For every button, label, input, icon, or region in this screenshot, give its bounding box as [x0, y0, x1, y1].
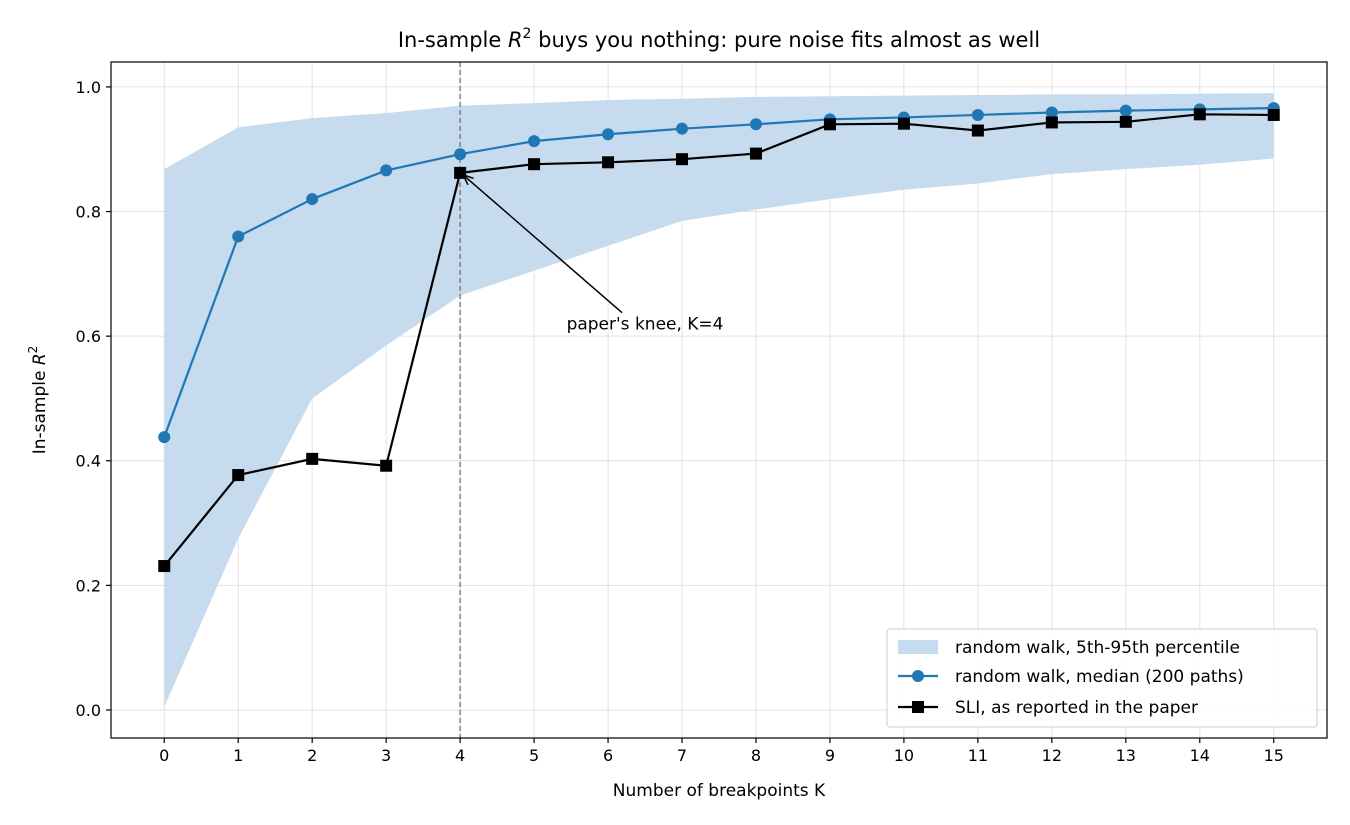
data-point [1267, 108, 1280, 121]
band-area [164, 93, 1274, 707]
data-point [602, 156, 615, 169]
x-tick-label: 0 [159, 746, 169, 765]
data-point [676, 122, 689, 135]
y-tick-label: 0.6 [76, 327, 101, 346]
data-point [897, 117, 910, 130]
data-point [749, 147, 762, 160]
data-point [232, 469, 245, 482]
y-axis-ticks: 0.0 0.2 0.4 0.6 0.8 1.0 [76, 78, 111, 720]
x-tick-label: 6 [603, 746, 613, 765]
legend-label-median: random walk, median (200 paths) [955, 667, 1244, 687]
legend-label-sli: SLI, as reported in the paper [955, 698, 1198, 718]
data-point [1193, 108, 1206, 121]
x-tick-label: 4 [455, 746, 465, 765]
x-axis-ticks: 0 1 2 3 4 5 6 7 8 9 10 11 12 13 14 15 [159, 738, 1284, 765]
x-tick-label: 5 [529, 746, 539, 765]
x-tick-label: 10 [894, 746, 914, 765]
y-tick-label: 1.0 [76, 78, 101, 97]
annotation: paper's knee, K=4 [461, 173, 724, 335]
x-tick-label: 1 [233, 746, 243, 765]
data-point [1045, 116, 1058, 129]
data-point [380, 164, 393, 177]
data-point [602, 128, 615, 141]
series-1 [158, 108, 1280, 573]
data-point [1119, 104, 1132, 117]
x-tick-label: 2 [307, 746, 317, 765]
x-tick-label: 14 [1190, 746, 1210, 765]
annotation-arrow [462, 174, 623, 314]
x-tick-label: 11 [968, 746, 988, 765]
series-line [163, 107, 1274, 438]
data-point [1045, 106, 1058, 119]
data-point [1119, 115, 1132, 128]
legend-label-band: random walk, 5th-95th percentile [955, 638, 1240, 658]
series-line [163, 113, 1274, 567]
x-tick-label: 13 [1116, 746, 1136, 765]
data-point [454, 148, 467, 161]
y-tick-label: 0.0 [76, 701, 101, 720]
annotation-arrowhead [461, 173, 474, 186]
x-tick-label: 12 [1042, 746, 1062, 765]
chart-title: In-sample R2 buys you nothing: pure nois… [398, 26, 1040, 52]
data-point [232, 230, 245, 243]
legend-swatch-band [898, 640, 938, 654]
legend-marker-median [912, 670, 924, 682]
data-point [676, 153, 689, 166]
y-tick-label: 0.2 [76, 576, 101, 595]
data-point [971, 108, 984, 121]
data-point [823, 118, 836, 131]
annotation-label: paper's knee, K=4 [567, 315, 724, 335]
x-tick-label: 8 [751, 746, 761, 765]
data-point [749, 118, 762, 131]
legend-box [886, 628, 1318, 728]
y-axis-label: In-sample R2 [26, 346, 50, 455]
data-point [971, 124, 984, 137]
data-point [158, 560, 171, 573]
legend: random walk, 5th-95th percentile random … [886, 628, 1318, 728]
legend-marker-sli [912, 701, 924, 713]
y-tick-label: 0.8 [76, 203, 101, 222]
data-point [306, 452, 319, 465]
data-point [158, 431, 171, 444]
x-tick-label: 15 [1264, 746, 1284, 765]
data-point [528, 158, 541, 171]
x-tick-label: 9 [825, 746, 835, 765]
data-point [306, 193, 319, 206]
percentile-band [164, 93, 1274, 707]
plot-frame [110, 61, 1328, 739]
x-axis-label: Number of breakpoints K [613, 781, 826, 801]
series-group [158, 102, 1280, 573]
x-tick-label: 3 [381, 746, 391, 765]
data-point [380, 459, 393, 472]
x-tick-label: 7 [677, 746, 687, 765]
y-tick-label: 0.4 [76, 452, 101, 471]
data-point [528, 135, 541, 148]
